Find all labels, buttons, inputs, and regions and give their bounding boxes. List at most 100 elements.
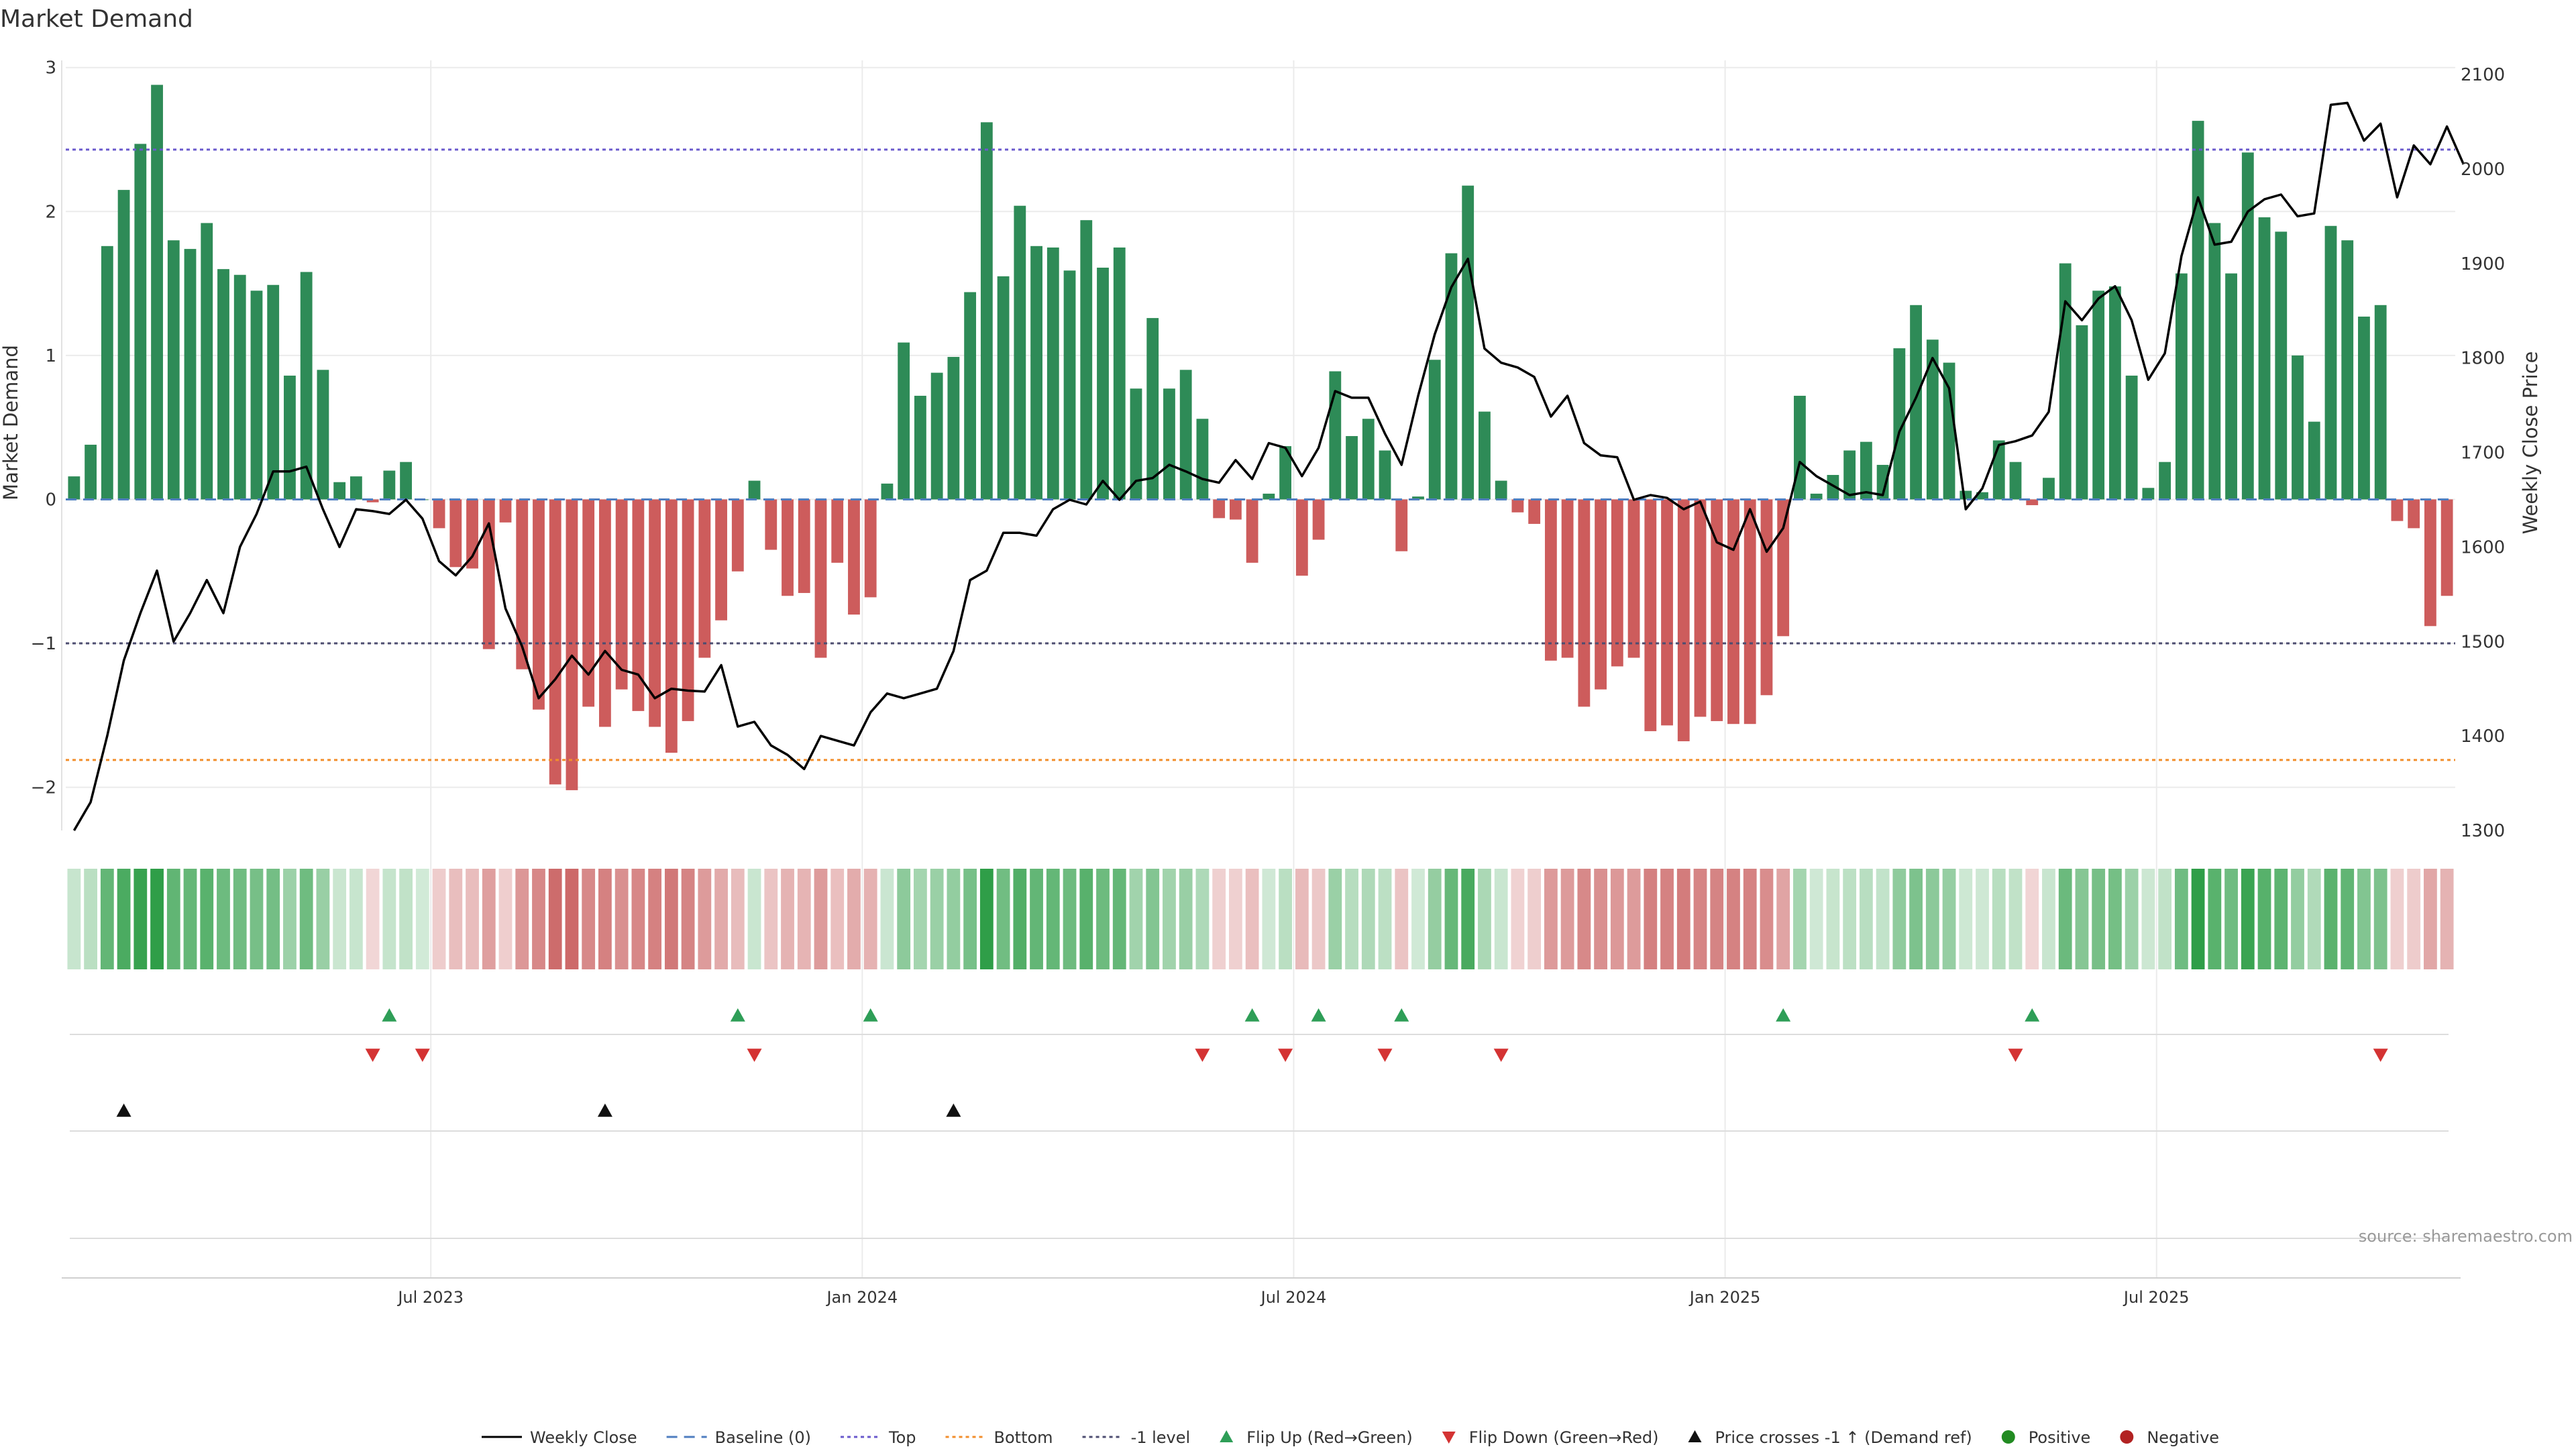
legend-item: Price crosses -1 ↑ (Demand ref) (1688, 1428, 1972, 1447)
legend-label: Negative (2147, 1428, 2219, 1447)
demand-bar-positive (151, 85, 163, 500)
strength-cell (1146, 869, 1160, 969)
y2-tick-label: 2000 (2461, 160, 2505, 180)
strength-cell (1395, 869, 1409, 969)
strength-cell (2075, 869, 2089, 969)
y2-tick-label: 1600 (2461, 537, 2505, 557)
strength-cell (316, 869, 330, 969)
flip-down-marker (1195, 1049, 1210, 1062)
demand-bar-negative (1246, 499, 1258, 563)
demand-bar-positive (930, 372, 943, 500)
y2-tick-label: 1400 (2461, 727, 2505, 747)
demand-bar-positive (2324, 225, 2337, 500)
flip-up-marker (382, 1008, 397, 1022)
strength-cell (1262, 869, 1276, 969)
strength-cell (1013, 869, 1027, 969)
strength-cell (482, 869, 496, 969)
strength-cell (1461, 869, 1475, 969)
strength-cell (1826, 869, 1840, 969)
demand-bar-positive (2009, 462, 2022, 500)
price-cross-marker (946, 1104, 961, 1117)
strength-cell (979, 869, 994, 969)
demand-bar-positive (1479, 411, 1491, 500)
strength-cell (2241, 869, 2255, 969)
legend-swatch (1220, 1430, 1234, 1442)
demand-bar-positive (1362, 419, 1375, 500)
strength-cell (382, 869, 396, 969)
demand-bar-positive (2208, 223, 2221, 500)
flip-down-marker (415, 1049, 430, 1062)
strength-cell (731, 869, 745, 969)
strength-cell (1478, 869, 1491, 969)
strength-cell (1444, 869, 1458, 969)
strength-cell (1229, 869, 1242, 969)
strength-cell (2341, 869, 2355, 969)
demand-bar-positive (2159, 462, 2171, 500)
strength-cell (166, 869, 180, 969)
demand-bar-positive (85, 444, 97, 500)
demand-bar-positive (250, 290, 263, 500)
strength-cell (1245, 869, 1259, 969)
flip-up-marker (2025, 1008, 2040, 1022)
strength-cell (183, 869, 197, 969)
demand-bar-negative (1561, 499, 1574, 658)
demand-bar-negative (1677, 499, 1690, 741)
legend-label: Weekly Close (530, 1428, 637, 1447)
legend-item: Flip Down (Green→Red) (1442, 1428, 1659, 1447)
demand-bar-negative (582, 499, 595, 707)
strength-cell (1046, 869, 1060, 969)
strength-cell (2257, 869, 2271, 969)
demand-bar-positive (1080, 220, 1093, 500)
demand-bar-negative (549, 499, 561, 785)
demand-bar-positive (881, 483, 894, 500)
demand-bar-negative (433, 499, 445, 529)
strength-cell (1577, 869, 1591, 969)
demand-bar-positive (1346, 436, 1358, 500)
strength-cell (1328, 869, 1342, 969)
demand-bar-positive (2225, 273, 2237, 500)
strength-cell (217, 869, 230, 969)
demand-bar-positive (2076, 325, 2088, 500)
strength-cell (1942, 869, 1956, 969)
demand-bar-negative (1777, 499, 1790, 637)
weekly-close-line (72, 101, 2465, 831)
demand-bar-positive (1030, 246, 1042, 500)
demand-bar-positive (1428, 360, 1441, 500)
demand-bar-negative (2408, 499, 2420, 529)
strength-cell (2373, 869, 2387, 969)
demand-bar-negative (665, 499, 678, 753)
strength-cell (1594, 869, 1607, 969)
x-tick-label: Jan 2025 (1688, 1288, 1761, 1307)
x-tick-label: Jan 2024 (825, 1288, 898, 1307)
demand-bar-positive (1910, 305, 1922, 500)
price-cross-marker (116, 1104, 131, 1117)
legend-swatch (2001, 1430, 2015, 1444)
strength-cell (1096, 869, 1110, 969)
strength-cell (1776, 869, 1790, 969)
strength-cell (1992, 869, 2006, 969)
demand-bar-positive (980, 122, 993, 500)
strength-cell (117, 869, 131, 969)
strength-cell (399, 869, 413, 969)
legend-label: Positive (2029, 1428, 2091, 1447)
strength-cell (2390, 869, 2404, 969)
legend-item: Flip Up (Red→Green) (1220, 1428, 1413, 1447)
demand-bar-positive (1014, 205, 1026, 500)
demand-bar-positive (233, 274, 246, 500)
demand-bar-positive (1130, 388, 1142, 500)
strength-cell (1743, 869, 1757, 969)
legend-label: Bottom (994, 1428, 1053, 1447)
demand-bar-positive (914, 395, 926, 500)
legend-label: Top (888, 1428, 916, 1447)
legend-item: Negative (2120, 1428, 2219, 1447)
strength-cell (366, 869, 380, 969)
strength-cell (100, 869, 114, 969)
demand-bar-positive (1992, 440, 2005, 500)
demand-bar-positive (350, 476, 362, 500)
demand-bar-negative (1661, 499, 1673, 726)
strength-cell (947, 869, 961, 969)
strength-cell (1809, 869, 1823, 969)
demand-bar-positive (2059, 263, 2072, 500)
strength-cell (1163, 869, 1176, 969)
